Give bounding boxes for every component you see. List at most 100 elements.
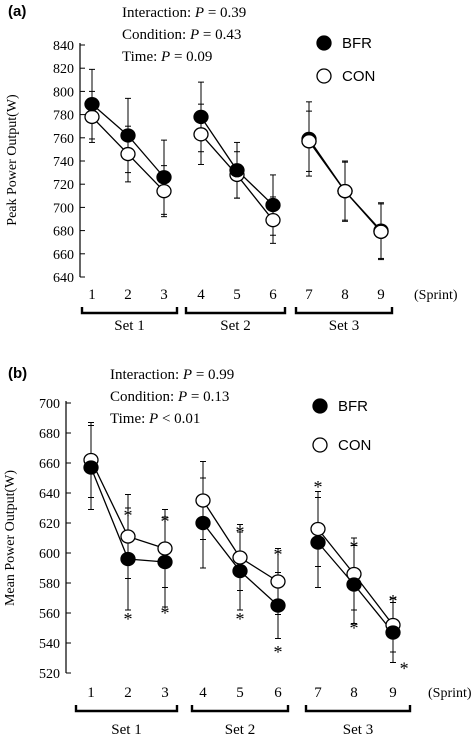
y-axis-label: Mean Power Output(W) [3,470,18,606]
stat-p: P [194,5,204,21]
set-label: Set 1 [114,318,144,334]
stat-label: Time: [110,411,149,427]
panel-label: (b) [8,365,27,382]
data-point-con [270,574,286,589]
data-point-con [193,127,209,142]
data-point-con [301,134,317,149]
stat-label: Condition: [122,27,190,43]
y-tick-label: 660 [53,248,74,263]
x-unit-label: (Sprint) [428,686,472,701]
stat-label: Time: [122,49,161,65]
data-point-con [157,541,173,556]
stat-line: Time: P < 0.01 [110,411,200,427]
significance-asterisk: * [161,603,170,623]
stat-value: = 0.39 [204,5,246,21]
x-tick-label: 6 [269,287,277,303]
set-bracket [190,705,290,713]
legend-label: CON [342,68,375,85]
significance-asterisk: * [161,512,170,532]
set-label: Set 3 [343,722,373,737]
legend-marker-bfr [316,35,332,51]
legend-label: BFR [338,398,368,415]
data-point-bfr [120,551,136,567]
data-point-bfr [265,197,281,213]
y-tick-label: 620 [39,517,60,532]
y-tick-label: 660 [39,457,60,472]
data-point-bfr [270,598,286,613]
y-tick-label: 580 [39,577,60,592]
data-point-bfr [195,515,211,531]
y-tick-label: 700 [53,201,74,216]
set-label: Set 2 [225,722,255,737]
stat-p: P [160,49,170,65]
x-tick-label: 5 [233,287,241,303]
significance-asterisk: * [400,659,409,679]
x-tick-label: 9 [377,287,385,303]
stat-label: Interaction: [110,367,183,383]
data-point-con [156,184,172,199]
stat-value: = 0.09 [170,49,212,65]
data-point-bfr [193,109,209,125]
significance-asterisk: * [274,642,283,662]
stat-p: P [148,411,158,427]
y-tick-label: 640 [53,271,74,286]
y-tick-label: 720 [53,178,74,193]
set-label: Set 2 [220,318,250,334]
legend-marker-con [312,437,328,453]
x-tick-label: 3 [161,685,169,701]
x-tick-label: 6 [274,685,282,701]
stat-line: Time: P = 0.09 [122,49,212,65]
stat-p: P [177,389,187,405]
significance-asterisk: * [124,506,133,526]
stat-p: P [189,27,199,43]
significance-asterisk: * [314,477,323,497]
x-tick-label: 1 [87,685,95,701]
x-tick-label: 4 [199,685,207,701]
stat-label: Condition: [110,389,178,405]
legend-label: BFR [342,35,372,52]
data-point-con [195,493,211,508]
x-tick-label: 1 [88,287,96,303]
stat-p: P [182,367,192,383]
stat-value: = 0.43 [199,27,241,43]
significance-asterisk: * [350,618,359,638]
data-point-bfr [229,163,245,178]
x-tick-label: 8 [341,287,349,303]
stat-value: < 0.01 [158,411,200,427]
y-tick-label: 780 [53,109,74,124]
x-tick-label: 3 [160,287,168,303]
data-point-con [265,213,281,228]
y-tick-label: 600 [39,547,60,562]
data-point-bfr [346,577,362,592]
y-tick-label: 800 [53,85,74,100]
x-tick-label: 4 [197,287,205,303]
significance-asterisk: * [389,591,398,611]
data-point-con [373,224,389,239]
significance-asterisk: * [350,537,359,557]
set-bracket [80,307,179,315]
x-tick-label: 7 [305,287,313,303]
y-tick-label: 680 [39,427,60,442]
data-point-bfr [83,460,99,475]
data-point-bfr [232,563,248,579]
y-tick-label: 840 [53,39,74,54]
set-bracket [294,307,394,315]
data-point-bfr [310,535,326,550]
x-tick-label: 2 [124,287,132,303]
panel-label: (a) [8,3,26,20]
data-point-con [337,184,353,199]
panel-b: (b) Interaction: P = 0.99 Condition: P = 0… [3,365,472,737]
data-point-bfr [156,170,172,185]
x-tick-label: 7 [314,685,322,701]
stat-line: Interaction: P = 0.39 [122,5,246,21]
x-tick-label: 2 [124,685,132,701]
stat-value: = 0.13 [187,389,229,405]
legend-label: CON [338,437,371,454]
stat-value: = 0.99 [192,367,234,383]
y-tick-label: 540 [39,637,60,652]
data-point-con [120,146,136,162]
data-point-bfr [385,625,401,640]
y-tick-label: 680 [53,225,74,240]
x-tick-label: 8 [350,685,358,701]
y-tick-label: 760 [53,132,74,147]
